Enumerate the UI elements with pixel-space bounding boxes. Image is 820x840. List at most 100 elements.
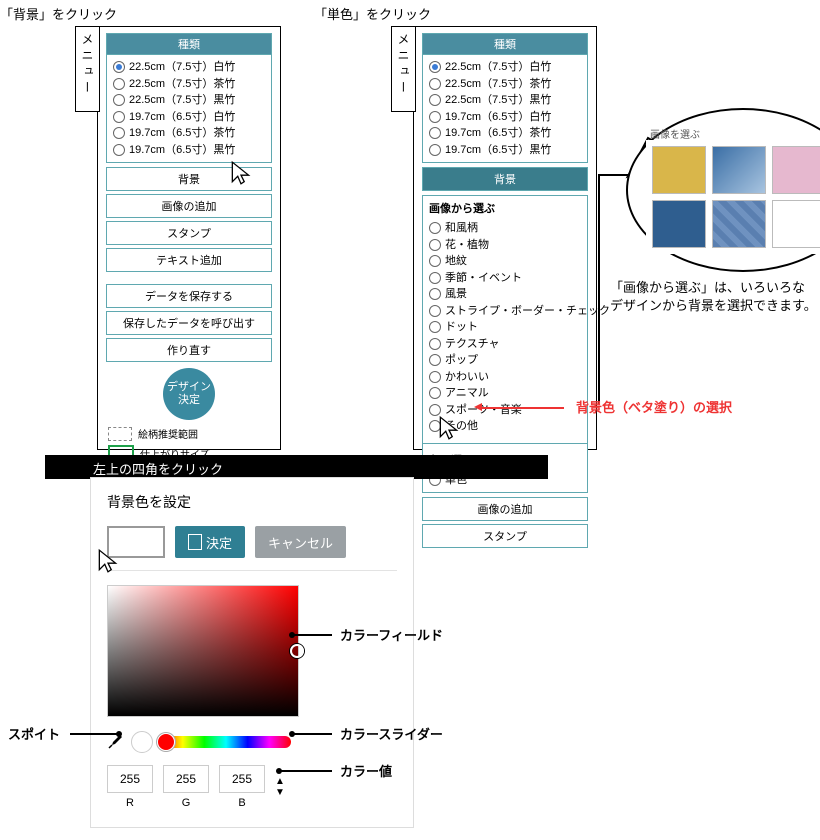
size-options: 22.5cm（7.5寸）白竹22.5cm（7.5寸）茶竹22.5cm（7.5寸）…	[107, 55, 271, 162]
b-input[interactable]	[219, 765, 265, 793]
size-option[interactable]: 22.5cm（7.5寸）黒竹	[113, 92, 265, 109]
size-option-label: 22.5cm（7.5寸）茶竹	[129, 76, 235, 93]
size-option[interactable]: 19.7cm（6.5寸）黒竹	[113, 142, 265, 159]
bg-thumbnail[interactable]	[652, 200, 706, 248]
radio-icon	[429, 305, 441, 317]
bg-thumbnail[interactable]	[712, 146, 766, 194]
size-option[interactable]: 19.7cm（6.5寸）黒竹	[429, 142, 581, 159]
size-option[interactable]: 22.5cm（7.5寸）白竹	[429, 59, 581, 76]
bg-options-box: 画像から選ぶ 和風柄花・植物地紋季節・イベント風景ストライプ・ボーダー・チェック…	[422, 195, 588, 493]
menu-button[interactable]: 作り直す	[106, 338, 272, 362]
size-option[interactable]: 19.7cm（6.5寸）茶竹	[429, 125, 581, 142]
current-color-swatch[interactable]	[107, 526, 165, 558]
document-icon	[188, 534, 202, 550]
size-option[interactable]: 19.7cm（6.5寸）茶竹	[113, 125, 265, 142]
radio-icon	[429, 94, 441, 106]
section1-label: 「背景」をクリック	[0, 4, 117, 23]
leader-line	[292, 733, 332, 735]
image-option[interactable]: 季節・イベント	[429, 270, 581, 287]
bg-thumbnail[interactable]	[712, 200, 766, 248]
size-header: 種類	[107, 34, 271, 55]
hue-slider[interactable]	[161, 736, 291, 748]
image-option[interactable]: ドット	[429, 319, 581, 336]
image-options: 和風柄花・植物地紋季節・イベント風景ストライプ・ボーダー・チェックドットテクスチ…	[423, 216, 587, 439]
size-options-b: 22.5cm（7.5寸）白竹22.5cm（7.5寸）茶竹22.5cm（7.5寸）…	[423, 55, 587, 162]
image-option-label: 季節・イベント	[445, 270, 522, 287]
image-option[interactable]: 花・植物	[429, 237, 581, 254]
cancel-label: キャンセル	[268, 533, 333, 552]
size-option[interactable]: 19.7cm（6.5寸）白竹	[113, 109, 265, 126]
callout-vline	[598, 174, 600, 404]
size-option[interactable]: 22.5cm（7.5寸）茶竹	[429, 76, 581, 93]
radio-icon	[429, 272, 441, 284]
radio-icon	[429, 127, 441, 139]
size-option-label: 19.7cm（6.5寸）白竹	[445, 109, 551, 126]
menu-button[interactable]: 画像の追加	[422, 497, 588, 521]
menu-button[interactable]: テキスト追加	[106, 248, 272, 272]
size-option[interactable]: 22.5cm（7.5寸）黒竹	[429, 92, 581, 109]
menu-button[interactable]: スタンプ	[422, 524, 588, 548]
bg-thumbnail[interactable]	[652, 146, 706, 194]
image-option[interactable]: その他	[429, 418, 581, 435]
annot-field: カラーフィールド	[340, 626, 443, 646]
radio-icon	[113, 61, 125, 73]
leader-line	[70, 733, 118, 735]
image-option-label: その他	[445, 418, 478, 435]
image-option-label: ストライプ・ボーダー・チェック	[445, 303, 610, 320]
annot-eyedrop: スポイト	[8, 725, 60, 745]
color-field[interactable]	[107, 585, 299, 717]
size-option[interactable]: 22.5cm（7.5寸）白竹	[113, 59, 265, 76]
menu-tab[interactable]: メニュー	[75, 26, 100, 112]
image-option[interactable]: 和風柄	[429, 220, 581, 237]
size-option-label: 19.7cm（6.5寸）茶竹	[129, 125, 235, 142]
image-option[interactable]: 風景	[429, 286, 581, 303]
image-option-label: 和風柄	[445, 220, 478, 237]
callout2: 背景色（ベタ塗り）の選択	[576, 398, 732, 418]
menu-button[interactable]: 保存したデータを呼び出す	[106, 311, 272, 335]
image-option[interactable]: かわいい	[429, 369, 581, 386]
menu-button[interactable]: データを保存する	[106, 284, 272, 308]
decide-button[interactable]: 決定	[175, 526, 245, 558]
image-option[interactable]: アニマル	[429, 385, 581, 402]
menu-tab-b[interactable]: メニュー	[391, 26, 416, 112]
r-input[interactable]	[107, 765, 153, 793]
design-decide-button[interactable]: デザイン 決定	[163, 368, 215, 420]
thumb-header: 画像を選ぶ	[650, 126, 700, 141]
r-label: R	[107, 797, 153, 809]
image-option-label: ポップ	[445, 352, 478, 369]
annot-value: カラー値	[340, 762, 392, 782]
bg-thumbnail[interactable]	[772, 146, 820, 194]
panel-left: メニュー 種類 22.5cm（7.5寸）白竹22.5cm（7.5寸）茶竹22.5…	[97, 26, 281, 450]
radio-icon	[429, 354, 441, 366]
image-option[interactable]: テクスチャ	[429, 336, 581, 353]
annot-slider: カラースライダー	[340, 725, 443, 745]
radio-icon	[429, 371, 441, 383]
size-option-label: 22.5cm（7.5寸）黒竹	[129, 92, 235, 109]
menu-button[interactable]: スタンプ	[106, 221, 272, 245]
bg-thumbnail[interactable]	[772, 200, 820, 248]
image-option[interactable]: 地紋	[429, 253, 581, 270]
image-option-label: ドット	[445, 319, 478, 336]
image-option-label: テクスチャ	[445, 336, 500, 353]
image-option[interactable]: ポップ	[429, 352, 581, 369]
menu-button[interactable]: 画像の追加	[106, 194, 272, 218]
radio-icon	[429, 61, 441, 73]
size-option[interactable]: 22.5cm（7.5寸）茶竹	[113, 76, 265, 93]
image-option[interactable]: ストライプ・ボーダー・チェック	[429, 303, 581, 320]
menu-button[interactable]: 背景	[106, 167, 272, 191]
radio-icon	[429, 404, 441, 416]
rgb-spinner[interactable]: ▲▼	[275, 776, 285, 798]
callout1-l2: デザインから背景を選択できます。	[610, 296, 817, 316]
radio-icon	[429, 144, 441, 156]
image-option[interactable]: スポーツ・音楽	[429, 402, 581, 419]
bg-button-active[interactable]: 背景	[422, 167, 588, 191]
radio-icon	[429, 222, 441, 234]
size-option[interactable]: 19.7cm（6.5寸）白竹	[429, 109, 581, 126]
color-field-handle[interactable]	[290, 644, 304, 658]
callout1-l1: 「画像から選ぶ」は、いろいろな	[610, 278, 805, 298]
section3-strip: 左上の四角をクリック	[45, 455, 548, 479]
radio-icon	[429, 239, 441, 251]
g-input[interactable]	[163, 765, 209, 793]
panel-right: メニュー 種類 22.5cm（7.5寸）白竹22.5cm（7.5寸）茶竹22.5…	[413, 26, 597, 450]
cancel-button[interactable]: キャンセル	[255, 526, 346, 558]
